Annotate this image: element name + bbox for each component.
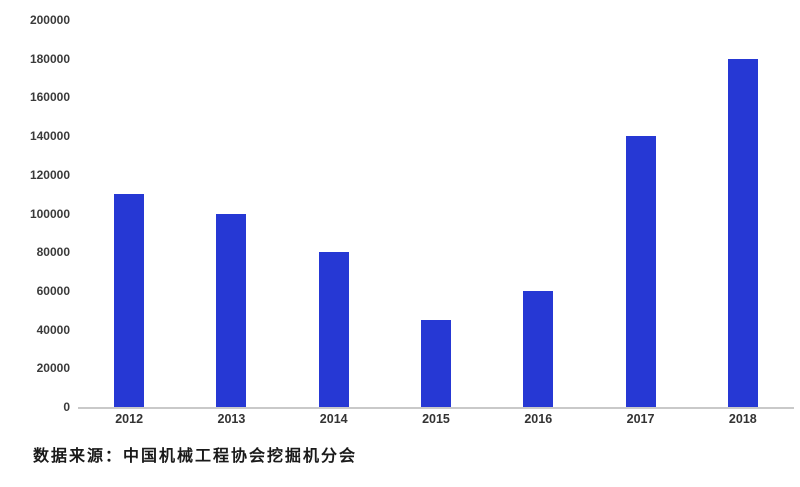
y-axis-tick-label: 80000 — [36, 245, 70, 260]
y-axis-tick-label: 120000 — [29, 167, 70, 182]
bar-column-2012 — [78, 20, 180, 407]
x-axis: 2012 2013 2014 2015 2016 2017 2018 — [78, 413, 794, 426]
plot-area — [78, 20, 794, 409]
x-axis-label-2017: 2017 — [626, 412, 655, 426]
y-axis-tick-label: 0 — [63, 400, 70, 414]
data-source-caption: 数据来源：中国机械工程协会挖掘机分会 — [33, 448, 358, 465]
y-axis: 0 20000 40000 60000 80000 100000 120000 140000 1… — [0, 14, 70, 413]
y-axis-tick-label: 180000 — [29, 51, 70, 66]
y-axis-tick-label: 160000 — [29, 90, 70, 105]
y-axis-tick-label: 140000 — [29, 129, 70, 144]
y-axis-tick-label: 20000 — [36, 361, 70, 376]
x-axis-label-2015: 2015 — [422, 412, 450, 426]
x-axis-label-2013: 2013 — [217, 412, 246, 426]
bar-2012 — [114, 194, 145, 407]
bar-column-2015 — [385, 20, 487, 407]
bar-column-2018 — [692, 20, 794, 407]
y-axis-tick-label: 100000 — [29, 206, 70, 221]
bar-2014 — [318, 252, 349, 407]
x-axis-label-2012: 2012 — [115, 412, 144, 426]
bar-2016 — [523, 290, 554, 407]
bar-column-2014 — [283, 20, 385, 407]
x-axis-label-2014: 2014 — [319, 412, 348, 426]
bar-column-2016 — [487, 20, 589, 407]
x-axis-label-2018: 2018 — [728, 412, 757, 426]
y-axis-tick-label: 200000 — [29, 13, 70, 27]
y-axis-tick-label: 40000 — [36, 322, 70, 337]
bar-2018 — [727, 58, 758, 407]
bar-2013 — [216, 213, 247, 407]
bar-column-2013 — [180, 20, 282, 407]
bar-2015 — [420, 319, 451, 407]
x-axis-label-2016: 2016 — [524, 412, 553, 426]
y-axis-tick-label: 60000 — [36, 283, 70, 298]
bar-column-2017 — [589, 20, 691, 407]
bar-2017 — [625, 136, 656, 407]
